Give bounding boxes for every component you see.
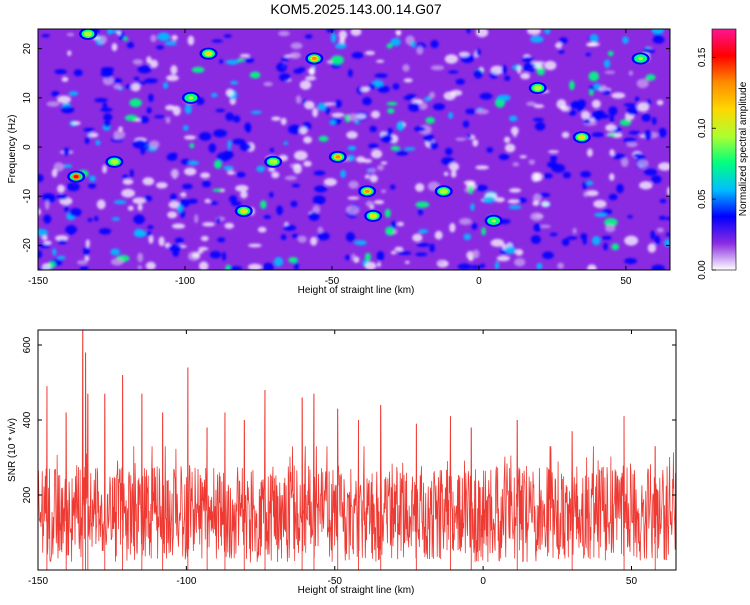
snr-y-axis: 200 400 600 [22,336,676,503]
figure-title: KOM5.2025.143.00.14.G07 [270,1,441,17]
heatmap-hotspot [305,52,324,65]
snr-frame [37,329,677,571]
colorbar-tick-label: 0.10 [697,118,708,138]
heatmap-x-tick-label: 0 [476,276,482,287]
snr-x-tick-label: -100 [176,576,196,587]
colorbar-tick-label: 0.00 [697,260,708,280]
heatmap-hotspot [434,185,453,198]
heatmap-hotspot [328,150,347,163]
heatmap-y-tick-label: 20 [22,43,33,55]
heatmap-x-tick-label: -100 [175,276,195,287]
heatmap-cells [38,29,670,270]
heatmap-hotspot [484,214,503,227]
heatmap-hotspot [181,91,200,104]
snr-y-tick-label: 600 [22,336,33,353]
heatmap-x-tick-label: -50 [325,276,340,287]
snr-y-label: SNR (10 * v/v) [7,418,18,482]
colorbar-fill [711,28,737,271]
heatmap-frame [37,28,671,271]
heatmap-x-label: Height of straight line (km) [298,285,415,296]
heatmap-hotspot [572,131,591,144]
heatmap-x-axis: -150 -100 -50 0 50 [28,29,632,287]
heatmap-y-tick-label: -20 [22,238,33,253]
colorbar-label: Normalized spectral amplitude [738,81,749,216]
snr-panel: -150 -100 -50 0 50 200 400 600 Height of strai… [7,329,677,596]
colorbar-ticks: 0.00 0.05 0.10 0.15 [697,47,716,280]
heatmap-hotspot [364,209,383,222]
heatmap-hotspot [234,205,253,217]
heatmap-hotspot [199,47,218,60]
heatmap-hotspot [264,155,283,168]
snr-series-line [38,330,676,563]
heatmap-hotspot [67,170,86,183]
colorbar-tick-label: 0.05 [697,189,708,209]
heatmap-y-tick-label: 0 [22,144,33,150]
snr-x-label: Height of straight line (km) [298,585,415,596]
colorbar: 0.00 0.05 0.10 0.15 Normalized spectral amp… [697,28,749,280]
snr-plot-area [38,330,676,570]
heatmap-hotspot [631,52,650,65]
heatmap-y-label: Frequency (Hz) [7,115,18,184]
snr-x-tick-label: 50 [626,576,638,587]
snr-x-tick-label: -50 [328,576,343,587]
snr-y-tick-label: 200 [22,486,33,503]
heatmap-hotspot [105,155,124,168]
heatmap-y-tick-label: 10 [22,92,33,104]
heatmap-texture [38,29,670,270]
colorbar-tick-label: 0.15 [697,47,708,67]
heatmap-hotspot [528,82,547,94]
heatmap-hotspot [358,185,377,198]
snr-x-tick-label: -150 [28,576,48,587]
heatmap-y-axis: -20 -10 0 10 20 [22,43,670,253]
heatmap-y-tick-label: -10 [22,189,33,204]
heatmap-hotspot [79,29,97,40]
snr-x-tick-label: 0 [480,576,486,587]
snr-y-tick-label: 400 [22,411,33,428]
heatmap-x-tick-label: -150 [28,276,48,287]
heatmap-x-tick-label: 50 [620,276,632,287]
snr-x-axis: -150 -100 -50 0 50 [28,330,637,587]
